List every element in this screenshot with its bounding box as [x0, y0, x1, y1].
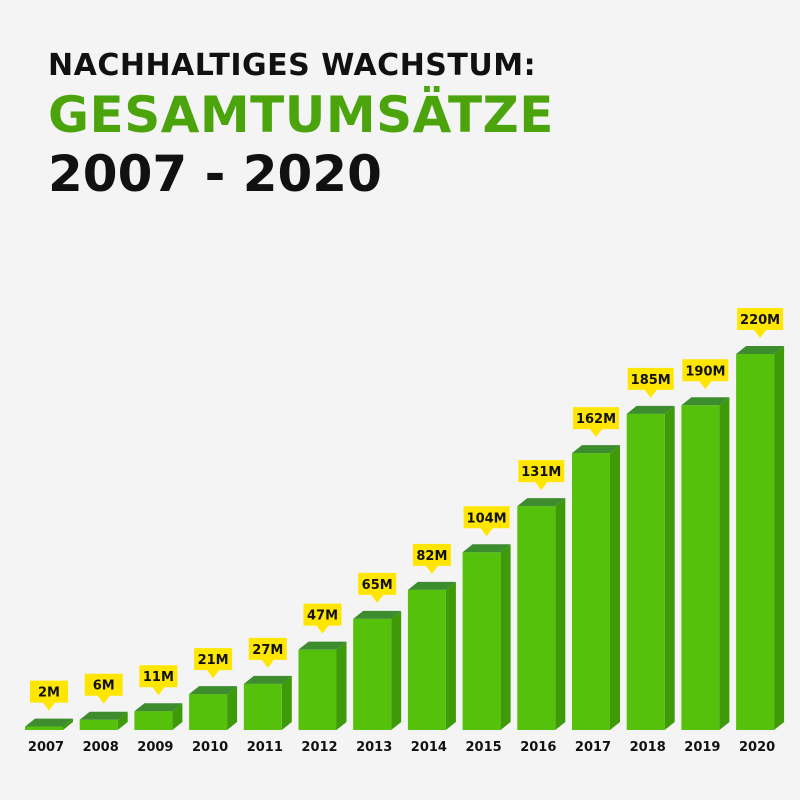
bar-side	[445, 581, 456, 730]
data-label: 185M	[631, 373, 671, 388]
data-label-bubble	[627, 367, 674, 398]
bar-top	[626, 405, 675, 414]
data-label: 27M	[252, 643, 283, 658]
x-tick-label: 2015	[466, 740, 502, 755]
data-label: 104M	[467, 511, 507, 526]
bar-side	[63, 718, 73, 730]
data-label-bubble	[194, 648, 233, 679]
data-label: 6M	[93, 679, 115, 694]
data-label: 190M	[685, 364, 725, 379]
bar-top	[681, 397, 730, 406]
bar-side	[664, 405, 675, 730]
bar	[243, 683, 282, 730]
x-tick-label: 2013	[356, 740, 392, 755]
title-line-3: 2007 - 2020	[48, 145, 382, 203]
x-tick-label: 2018	[630, 740, 666, 755]
data-label-bubble	[248, 637, 287, 668]
x-tick-label: 2007	[28, 740, 64, 755]
bar	[517, 506, 556, 730]
bar-top	[25, 718, 73, 727]
data-label: 47M	[307, 609, 338, 624]
x-tick-label: 2014	[411, 740, 447, 755]
bar	[79, 719, 118, 730]
title-line-1: NACHHALTIGES WACHSTUM:	[48, 48, 537, 83]
data-label-bubble	[518, 460, 565, 491]
bar	[626, 413, 665, 730]
bar	[25, 726, 63, 730]
bar-side	[281, 675, 292, 730]
bar-top	[736, 346, 785, 354]
bar	[462, 552, 501, 730]
bar-side	[336, 641, 347, 730]
bar-top	[79, 711, 128, 720]
data-label-bubble	[737, 308, 784, 338]
chart-title-block: NACHHALTIGES WACHSTUM: GESAMTUMSÄTZE 200…	[48, 46, 554, 204]
data-label-bubble	[303, 603, 342, 634]
data-label: 220M	[740, 313, 780, 328]
data-label-bubble	[412, 543, 451, 574]
bar-top	[298, 641, 347, 650]
data-label-bubble	[84, 673, 123, 704]
data-label-bubble	[463, 506, 510, 537]
x-tick-label: 2012	[301, 740, 337, 755]
data-label: 21M	[198, 653, 229, 668]
bar	[298, 649, 337, 730]
bar	[572, 453, 610, 730]
x-tick-label: 2008	[83, 740, 119, 755]
data-label: 11M	[143, 670, 174, 685]
data-label: 65M	[362, 578, 393, 593]
bar-top	[243, 675, 292, 684]
bar-side	[391, 610, 402, 730]
bar-side	[227, 686, 238, 730]
x-tick-label: 2009	[137, 740, 173, 755]
bar	[189, 694, 228, 730]
x-tick-label: 2010	[192, 740, 228, 755]
bar-side	[610, 445, 620, 730]
bar-side	[555, 498, 566, 730]
bar-top	[572, 445, 620, 454]
bar-top	[517, 498, 566, 507]
bar-side	[774, 346, 785, 730]
bar	[681, 405, 720, 730]
data-label: 162M	[576, 412, 616, 427]
bar-top	[134, 703, 183, 712]
data-label-bubble	[139, 665, 178, 696]
bar	[134, 711, 173, 730]
bar	[407, 589, 446, 730]
data-label: 2M	[38, 686, 60, 701]
bar-side	[719, 397, 730, 730]
bar-side	[117, 711, 128, 730]
bar	[736, 354, 775, 730]
bar-top	[189, 686, 238, 695]
bar-top	[462, 544, 511, 553]
bar-side	[500, 544, 511, 730]
x-tick-label: 2019	[684, 740, 720, 755]
data-label-bubble	[358, 572, 397, 603]
data-label-bubble	[573, 407, 619, 438]
bar-top	[353, 610, 402, 619]
data-label: 131M	[521, 465, 561, 480]
bar-side	[172, 703, 183, 730]
bar	[353, 618, 392, 730]
x-tick-label: 2020	[739, 740, 775, 755]
data-label-bubble	[30, 680, 68, 711]
bar-top	[407, 581, 456, 590]
data-label-bubble	[682, 359, 729, 390]
title-line-2: GESAMTUMSÄTZE	[48, 86, 554, 144]
data-label: 82M	[416, 549, 447, 564]
x-tick-label: 2011	[247, 740, 283, 755]
x-tick-label: 2017	[575, 740, 611, 755]
x-tick-label: 2016	[520, 740, 556, 755]
